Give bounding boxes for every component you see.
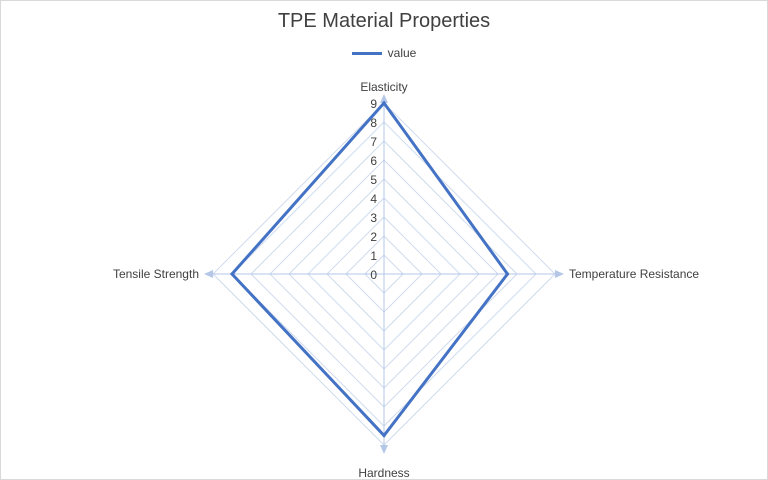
- axis-arrow-3: [204, 270, 213, 278]
- tick-label-9: 9: [370, 97, 377, 111]
- legend-label-value: value: [387, 46, 417, 60]
- category-labels: Elasticity Temperature Resistance Hardness…: [113, 80, 699, 480]
- category-label-temperature-resistance: Temperature Resistance: [569, 267, 699, 281]
- series-point-2: [382, 434, 386, 437]
- series-point-3: [230, 272, 234, 276]
- axis-arrow-0: [380, 94, 388, 103]
- tick-label-2: 2: [370, 230, 377, 244]
- tick-label-4: 4: [370, 192, 377, 206]
- chart-title: TPE Material Properties: [277, 10, 491, 32]
- legend-swatch-value: [351, 51, 382, 55]
- tick-label-0: 0: [370, 268, 377, 282]
- tick-label-7: 7: [370, 135, 377, 149]
- category-label-tensile-strength: Tensile Strength: [113, 267, 199, 281]
- tick-label-5: 5: [370, 173, 377, 187]
- radar-series: [229, 100, 510, 438]
- tick-label-1: 1: [370, 249, 377, 263]
- radial-tick-labels: 0 1 2 3 4 5 6 7 8 9: [370, 97, 377, 282]
- tick-label-8: 8: [370, 116, 377, 130]
- category-label-hardness: Hardness: [358, 466, 409, 480]
- legend[interactable]: value: [0, 46, 768, 60]
- axis-arrow-1: [555, 270, 564, 278]
- series-point-1: [506, 272, 509, 276]
- category-label-elasticity: Elasticity: [360, 80, 407, 94]
- radar-axes: [204, 94, 564, 454]
- tick-label-6: 6: [370, 154, 377, 168]
- tick-label-3: 3: [370, 211, 377, 225]
- axis-arrow-2: [380, 445, 388, 454]
- series-point-0: [382, 101, 386, 105]
